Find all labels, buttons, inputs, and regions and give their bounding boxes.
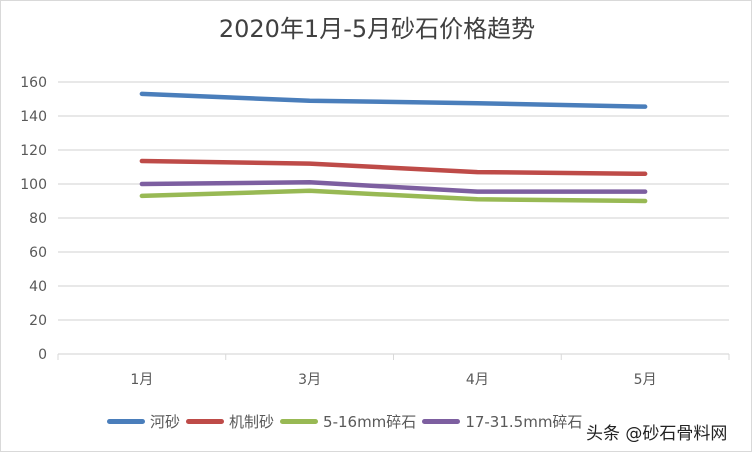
legend-label: 河砂 [150, 413, 181, 431]
chart-title: 2020年1月-5月砂石价格趋势 [218, 15, 536, 43]
legend-swatch [186, 419, 225, 424]
legend-label: 机制砂 [229, 413, 275, 431]
legend-item: 机制砂 [186, 411, 274, 432]
x-tick-label: 1月 [130, 372, 153, 388]
x-tick-label: 3月 [298, 372, 321, 388]
y-tick-label: 80 [29, 211, 47, 227]
legend: 河砂 机制砂 5-16mm碎石 17-31.5mm碎石 [107, 411, 588, 432]
y-tick-label: 0 [38, 347, 47, 363]
legend-item: 河砂 [107, 411, 180, 432]
watermark: 头条 @砂石骨料网 [586, 419, 728, 444]
legend-swatch [280, 419, 319, 424]
legend-swatch [422, 419, 461, 424]
y-tick-label: 120 [20, 143, 47, 159]
legend-label: 17-31.5mm碎石 [465, 413, 583, 431]
series-line-0 [139, 91, 648, 109]
x-tick-label: 4月 [466, 372, 489, 388]
legend-item: 5-16mm碎石 [280, 411, 416, 432]
y-tick-label: 60 [29, 245, 47, 261]
series-line-3 [139, 180, 648, 194]
y-tick-label: 40 [29, 279, 47, 295]
series-line-1 [139, 158, 648, 177]
y-tick-label: 140 [20, 109, 47, 125]
legend-item: 17-31.5mm碎石 [422, 411, 582, 432]
series-line-2 [139, 188, 648, 204]
y-tick-label: 20 [29, 313, 47, 329]
y-tick-label: 160 [20, 75, 47, 91]
legend-label: 5-16mm碎石 [323, 413, 417, 431]
y-tick-label: 100 [20, 177, 47, 193]
x-tick-label: 5月 [634, 372, 657, 388]
legend-swatch [107, 419, 145, 424]
